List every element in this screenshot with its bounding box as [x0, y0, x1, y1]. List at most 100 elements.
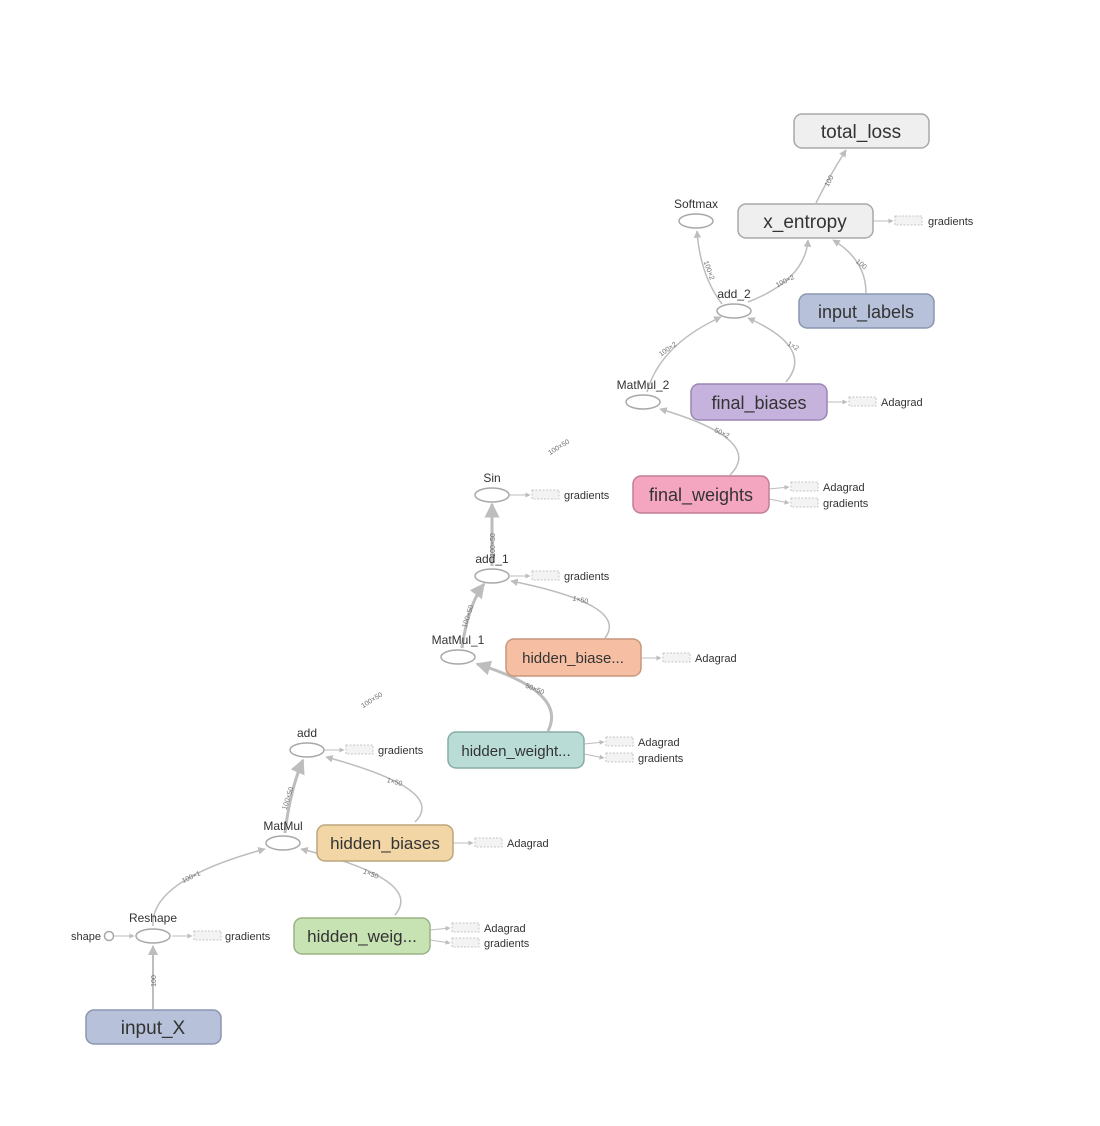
op-matmul[interactable] [265, 835, 301, 851]
aux-label-hw1-adagrad: Adagrad [638, 737, 680, 749]
aux-box-reshape-grad[interactable] [193, 930, 222, 941]
aux-box-hb1-adagrad[interactable] [662, 652, 691, 663]
op-shape[interactable] [103, 930, 115, 942]
edge-label-final-weights: 50×2 [713, 427, 730, 440]
node-x-entropy[interactable] [737, 203, 874, 239]
node-hidden-weights-1[interactable] [447, 731, 585, 769]
aux-label-finalbiases-adagrad: Adagrad [881, 397, 923, 409]
aux-box-hw1-adagrad[interactable] [605, 736, 634, 747]
op-label-softmax: Softmax [674, 197, 718, 211]
edge-label-add1-sin: 100×50 [490, 533, 497, 557]
op-softmax[interactable] [678, 213, 714, 229]
aux-label-finalweights-grad: gradients [823, 498, 869, 510]
edge-label-add-matmul1: 100×50 [360, 691, 384, 709]
aux-box-add1-grad[interactable] [531, 570, 560, 581]
edge-label-matmul-add: 100×50 [282, 786, 296, 811]
edge-hw1-matmul1 [475, 660, 554, 732]
edge-label-matmul1-add1: 100×50 [462, 604, 476, 629]
aux-edge-hw1-adagrad [583, 739, 605, 745]
edge-reshape-matmul [152, 847, 266, 927]
aux-edge-hw1-grad [583, 753, 605, 760]
aux-box-sin-grad[interactable] [531, 489, 560, 500]
op-matmul-1[interactable] [440, 649, 476, 665]
node-label-final-biases: final_biases [711, 393, 806, 414]
node-label-hidden-weights-1: hidden_weight... [461, 743, 570, 760]
aux-label-xentropy-grad: gradients [928, 216, 974, 228]
node-hidden-weights[interactable] [293, 917, 431, 955]
aux-label-hb-adagrad: Adagrad [507, 838, 549, 850]
op-label-reshape: Reshape [129, 911, 177, 925]
aux-box-xentropy-grad[interactable] [894, 215, 923, 226]
edge-input-labels-x-entropy [832, 239, 867, 294]
aux-label-reshape-grad: gradients [225, 931, 271, 943]
aux-box-finalweights-grad[interactable] [790, 497, 819, 508]
edge-hb1-add1 [510, 578, 611, 639]
edge-label-total-loss: 100 [824, 174, 836, 188]
edge-matmul1-add1 [460, 582, 486, 649]
node-label-hidden-biases-1: hidden_biase... [522, 650, 624, 667]
node-input-x[interactable] [85, 1009, 222, 1045]
edge-add2-x-entropy [747, 239, 812, 303]
op-label-shape: shape [71, 931, 101, 943]
edge-hb-add [325, 755, 423, 823]
aux-box-hw1-grad[interactable] [605, 752, 634, 763]
node-hidden-biases-1[interactable] [505, 638, 642, 677]
aux-box-hb-adagrad[interactable] [474, 837, 503, 848]
aux-box-hw-adagrad[interactable] [451, 922, 480, 933]
node-label-x-entropy: x_entropy [763, 212, 847, 233]
op-label-add: add [297, 726, 317, 740]
node-hidden-biases[interactable] [316, 824, 454, 862]
op-label-add-2: add_2 [717, 287, 751, 301]
op-label-matmul-1: MatMul_1 [432, 633, 485, 647]
op-reshape[interactable] [135, 928, 171, 944]
op-add-2[interactable] [716, 303, 752, 319]
op-add-1[interactable] [474, 568, 510, 584]
aux-label-hw-adagrad: Adagrad [484, 923, 526, 935]
node-label-hidden-weights: hidden_weig... [307, 927, 417, 946]
edge-label-hb: 1×50 [386, 777, 403, 788]
node-label-total-loss: total_loss [821, 122, 901, 143]
aux-box-finalweights-adagrad[interactable] [790, 481, 819, 492]
aux-box-add-grad[interactable] [345, 744, 374, 755]
aux-edge-finalweights-adagrad [768, 484, 790, 490]
edge-x-entropy-total-loss [815, 149, 847, 204]
node-label-final-weights: final_weights [649, 485, 753, 506]
edge-add2-softmax [693, 230, 723, 305]
edge-label-input-x: 100 [151, 975, 158, 987]
op-label-matmul: MatMul [263, 819, 302, 833]
aux-label-sin-grad: gradients [564, 490, 610, 502]
aux-edge-hw-grad [429, 939, 451, 945]
node-label-input-x: input_X [121, 1018, 186, 1039]
aux-label-hb1-adagrad: Adagrad [695, 653, 737, 665]
node-input-labels[interactable] [798, 293, 935, 329]
aux-box-finalbiases-adagrad[interactable] [848, 396, 877, 407]
edge-final-biases-add2 [747, 317, 796, 383]
aux-edge-hw-adagrad [429, 925, 451, 931]
edge-label-reshape-matmul: 100×1 [181, 870, 202, 885]
edge-label-add2-xent: 100×2 [775, 274, 796, 289]
edge-label-sin-matmul2: 100×50 [547, 438, 571, 456]
aux-box-hw-grad[interactable] [451, 937, 480, 948]
edge-label-hb1: 1×50 [572, 595, 589, 605]
aux-label-hw-grad: gradients [484, 938, 530, 950]
aux-label-hw1-grad: gradients [638, 753, 684, 765]
op-label-sin: Sin [483, 471, 500, 485]
op-label-add-1: add_1 [475, 552, 509, 566]
edge-label-hw1: 50×50 [524, 683, 545, 697]
node-final-biases[interactable] [690, 383, 828, 421]
op-add[interactable] [289, 742, 325, 758]
op-matmul-2[interactable] [625, 394, 661, 410]
edge-matmul-add [283, 758, 305, 834]
aux-label-add1-grad: gradients [564, 571, 610, 583]
node-final-weights[interactable] [632, 475, 770, 514]
op-sin[interactable] [474, 487, 510, 503]
aux-label-finalweights-adagrad: Adagrad [823, 482, 865, 494]
aux-label-add-grad: gradients [378, 745, 424, 757]
op-label-matmul-2: MatMul_2 [617, 378, 670, 392]
aux-edge-finalweights-grad [768, 498, 790, 505]
edge-final-weights-matmul2 [659, 407, 740, 476]
edge-label-matmul2-add2: 100×2 [658, 341, 678, 358]
node-label-input-labels: input_labels [818, 302, 914, 323]
node-total-loss[interactable] [793, 113, 930, 149]
